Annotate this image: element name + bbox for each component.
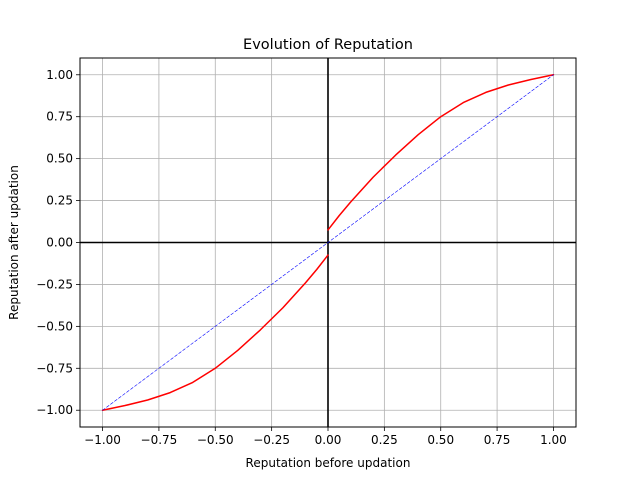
y-tick-label-8: 1.00 bbox=[46, 68, 73, 82]
y-tick-label-4: 0.00 bbox=[46, 236, 73, 250]
y-tick-label-1: −0.75 bbox=[36, 361, 73, 375]
y-tick-label-0: −1.00 bbox=[36, 403, 73, 417]
x-tick-label-5: 0.25 bbox=[371, 433, 398, 447]
series-layer bbox=[101, 74, 555, 411]
x-tick-label-1: −0.75 bbox=[141, 433, 178, 447]
y-axis-label: Reputation after updation bbox=[7, 165, 21, 320]
reference-diagonal-line-segment-0 bbox=[102, 74, 554, 411]
y-tick-label-5: 0.25 bbox=[46, 194, 73, 208]
x-tick-label-8: 1.00 bbox=[540, 433, 567, 447]
x-tick-label-7: 0.75 bbox=[484, 433, 511, 447]
ticks: −1.00 −0.75 −0.50 −0.25 0.00 0.25 0.50 0.75 1.00… bbox=[36, 68, 567, 447]
x-tick-label-4: 0.00 bbox=[315, 433, 342, 447]
y-tick-label-6: 0.50 bbox=[46, 152, 73, 166]
y-tick-label-7: 0.75 bbox=[46, 110, 73, 124]
chart-title: Evolution of Reputation bbox=[243, 37, 413, 53]
reputation-curve-segment-0 bbox=[101, 254, 329, 411]
x-tick-label-0: −1.00 bbox=[84, 433, 121, 447]
x-tick-label-2: −0.50 bbox=[197, 433, 234, 447]
y-tick-label-3: −0.25 bbox=[36, 277, 73, 291]
x-tick-label-6: 0.50 bbox=[427, 433, 454, 447]
y-tick-label-2: −0.50 bbox=[36, 319, 73, 333]
reputation-curve-segment-1 bbox=[327, 74, 555, 231]
x-tick-label-3: −0.25 bbox=[253, 433, 290, 447]
x-axis-label: Reputation before updation bbox=[246, 456, 411, 470]
